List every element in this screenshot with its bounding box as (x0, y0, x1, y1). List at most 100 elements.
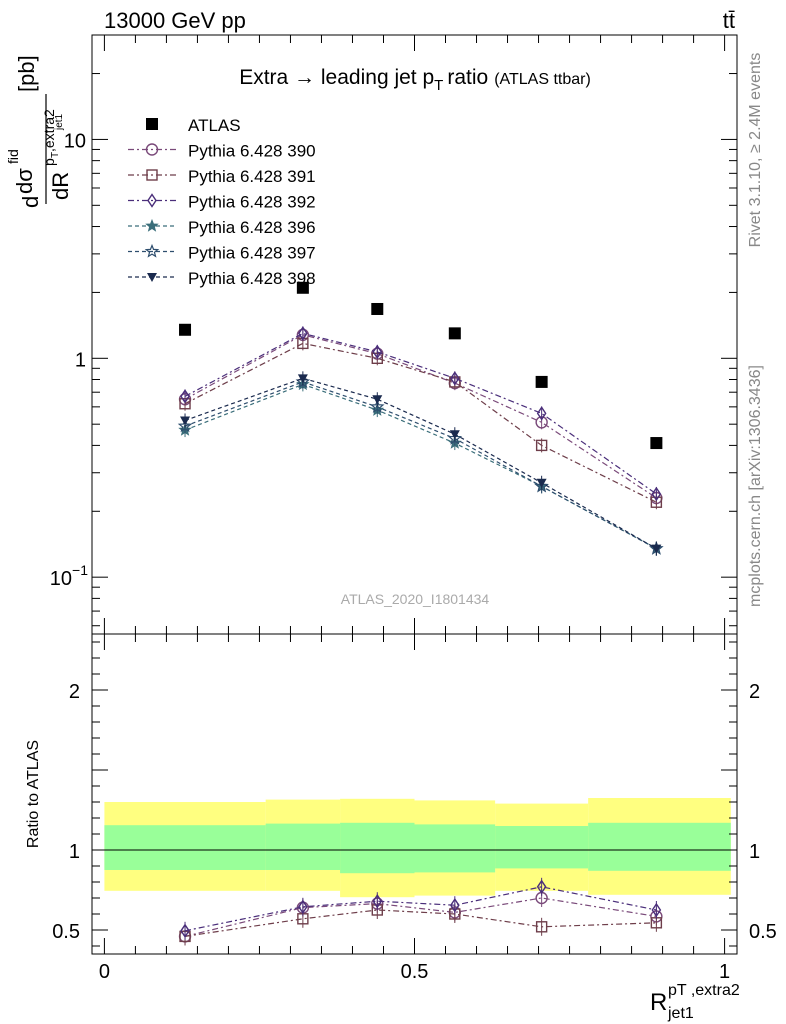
title-after: ratio (447, 66, 488, 89)
data-point (298, 326, 308, 341)
legend-entry: ATLAS (188, 116, 241, 135)
legend-entry: Pythia 6.428 392 (188, 193, 316, 212)
series-line (184, 377, 657, 550)
ratio-series-2 (180, 877, 662, 940)
ylabel-dR: dR (48, 172, 73, 200)
ylabel-T: T (50, 152, 61, 158)
title-rest: leading jet p (321, 66, 434, 89)
ylabel-extra2: ,extra2 (41, 109, 57, 152)
series-line (184, 342, 657, 503)
ratio-point (536, 879, 547, 895)
data-point (449, 371, 460, 386)
title-sub: T (434, 77, 443, 94)
legend-entry: Pythia 6.428 396 (188, 218, 316, 237)
ratio-point (651, 902, 662, 918)
title-arrow: → (294, 66, 321, 89)
chart-title: Extra → leading jet pT ratio (ATLAS ttbar) (239, 66, 591, 94)
ylabel-fid: fid (5, 149, 21, 164)
data-point (179, 323, 192, 336)
rivet-label: Rivet 3.1.10, ≥ 2.4M events (747, 53, 764, 248)
series-line (184, 334, 657, 499)
x-tick-label: 0.5 (401, 961, 429, 983)
ratio-series-1 (179, 901, 663, 946)
ylabel-d: d (18, 196, 43, 208)
series-6 (180, 371, 662, 556)
legend-marker (146, 169, 158, 181)
series-5 (177, 374, 664, 556)
ratio-y-tick-label: 1 (69, 841, 80, 863)
xlabel-sup: pT ,extra2 (668, 982, 740, 999)
ylabel-p: p (41, 158, 57, 166)
legend-marker (144, 243, 160, 258)
series-0 (179, 281, 663, 450)
ylabel-unit: [pb] (14, 55, 39, 92)
header-collision: 13000 GeV pp (104, 8, 246, 33)
y-tick-label: 10 (64, 130, 86, 152)
ratio-y-tick-label: 2 (69, 681, 80, 703)
ratio-y-tick-label-right: 0.5 (749, 921, 777, 943)
data-point (536, 478, 547, 488)
data-point (449, 430, 460, 440)
legend: ATLAS Pythia 6.428 390 Pythia 6.428 391 Pyt… (128, 116, 316, 288)
title-small: (ATLAS ttbar) (494, 71, 591, 88)
legend-entry: Pythia 6.428 391 (188, 167, 316, 186)
data-point (371, 302, 384, 315)
ratio-point (298, 899, 308, 915)
legend-entry: Pythia 6.428 390 (188, 142, 316, 161)
xlabel-sub: jet1 (667, 1005, 694, 1022)
data-point (535, 439, 548, 452)
series-line (184, 381, 657, 550)
ratio-point (449, 897, 460, 913)
data-point (180, 389, 190, 404)
ylabel-jet1: jet1 (54, 113, 65, 131)
ratio-point (535, 921, 548, 933)
ratio-series-0 (178, 889, 663, 946)
uncertainty-band-inner (495, 826, 589, 869)
series-line (184, 332, 657, 495)
legend-entry: Pythia 6.428 398 (188, 269, 316, 288)
ratio-point (372, 893, 383, 909)
legend-marker (145, 143, 159, 156)
y-tick-label: 1 (75, 349, 86, 371)
legend-marker (145, 218, 159, 232)
uncertainty-band-inner (265, 823, 341, 870)
title-main: Extra (239, 66, 294, 89)
data-point (536, 406, 547, 421)
data-point (296, 281, 309, 294)
legend-entry: Pythia 6.428 397 (188, 244, 316, 263)
data-point (448, 327, 461, 340)
series-line (184, 383, 657, 550)
ratio-y-tick-label: 0.5 (52, 921, 80, 943)
uncertainty-band-inner (414, 824, 496, 873)
y-tick-exponent: −1 (72, 562, 88, 578)
data-point (535, 375, 548, 388)
data-point (370, 399, 385, 414)
legend-marker (147, 193, 157, 208)
x-tick-label: 1 (719, 961, 730, 983)
series-3 (180, 326, 662, 502)
ratio-line (184, 886, 657, 932)
ratio-y-tick-label-right: 2 (749, 681, 760, 703)
ratio-line (184, 897, 657, 937)
header-process: tt̄ (723, 8, 735, 33)
ratio-line (184, 909, 657, 937)
data-point (372, 395, 383, 405)
data-point (650, 437, 663, 450)
x-tick-label: 0 (99, 961, 110, 983)
y-tick-label: 10 (50, 568, 72, 590)
uncertainty-band-inner (104, 825, 266, 870)
ratio-frame (91, 633, 738, 955)
ylabel-dsigma: dσ (12, 168, 37, 194)
ratio-point (180, 923, 190, 939)
legend-marker (146, 118, 158, 130)
data-point (372, 344, 383, 360)
ratio-panel: 0.5 0.5 1 1 2 2 0 0.5 1 Ratio to ATLAS R pT ,extra2… (25, 633, 777, 1022)
data-point (177, 418, 193, 433)
ratio-y-axis-label: Ratio to ATLAS (25, 740, 42, 848)
data-point (651, 544, 662, 554)
series-4 (178, 377, 664, 556)
series-1 (178, 327, 663, 506)
